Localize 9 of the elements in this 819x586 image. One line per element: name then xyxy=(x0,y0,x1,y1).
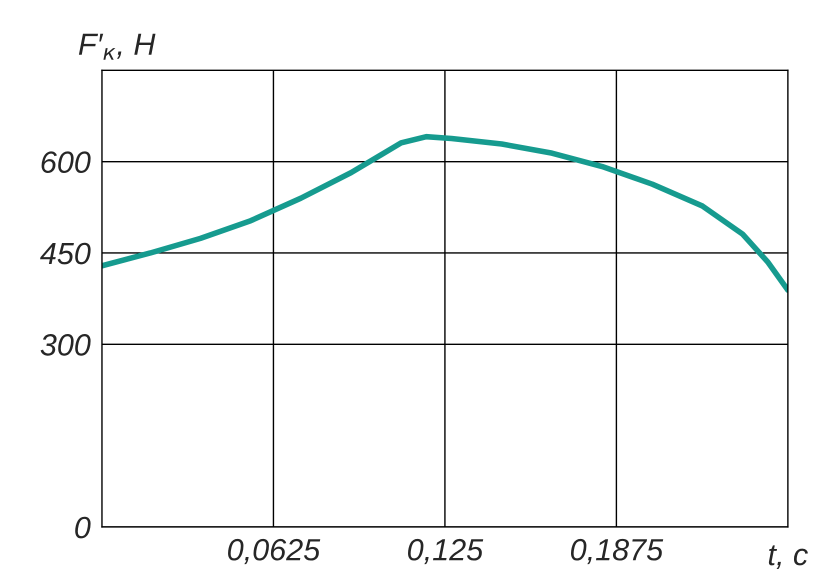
y-tick-label: 300 xyxy=(40,334,91,356)
y-tick-label: 0 xyxy=(75,516,91,538)
x-axis-title: t, c xyxy=(768,545,808,570)
x-tick-label: 0,125 xyxy=(408,538,484,564)
x-tick-label: 0,0625 xyxy=(228,538,320,564)
y-axis-title: F′$_{к}$, Н xyxy=(78,34,156,60)
x-tick-label: 0,1875 xyxy=(571,538,664,564)
y-tick-label: 600 xyxy=(42,151,91,174)
y-tick-label: 450 xyxy=(40,242,91,264)
